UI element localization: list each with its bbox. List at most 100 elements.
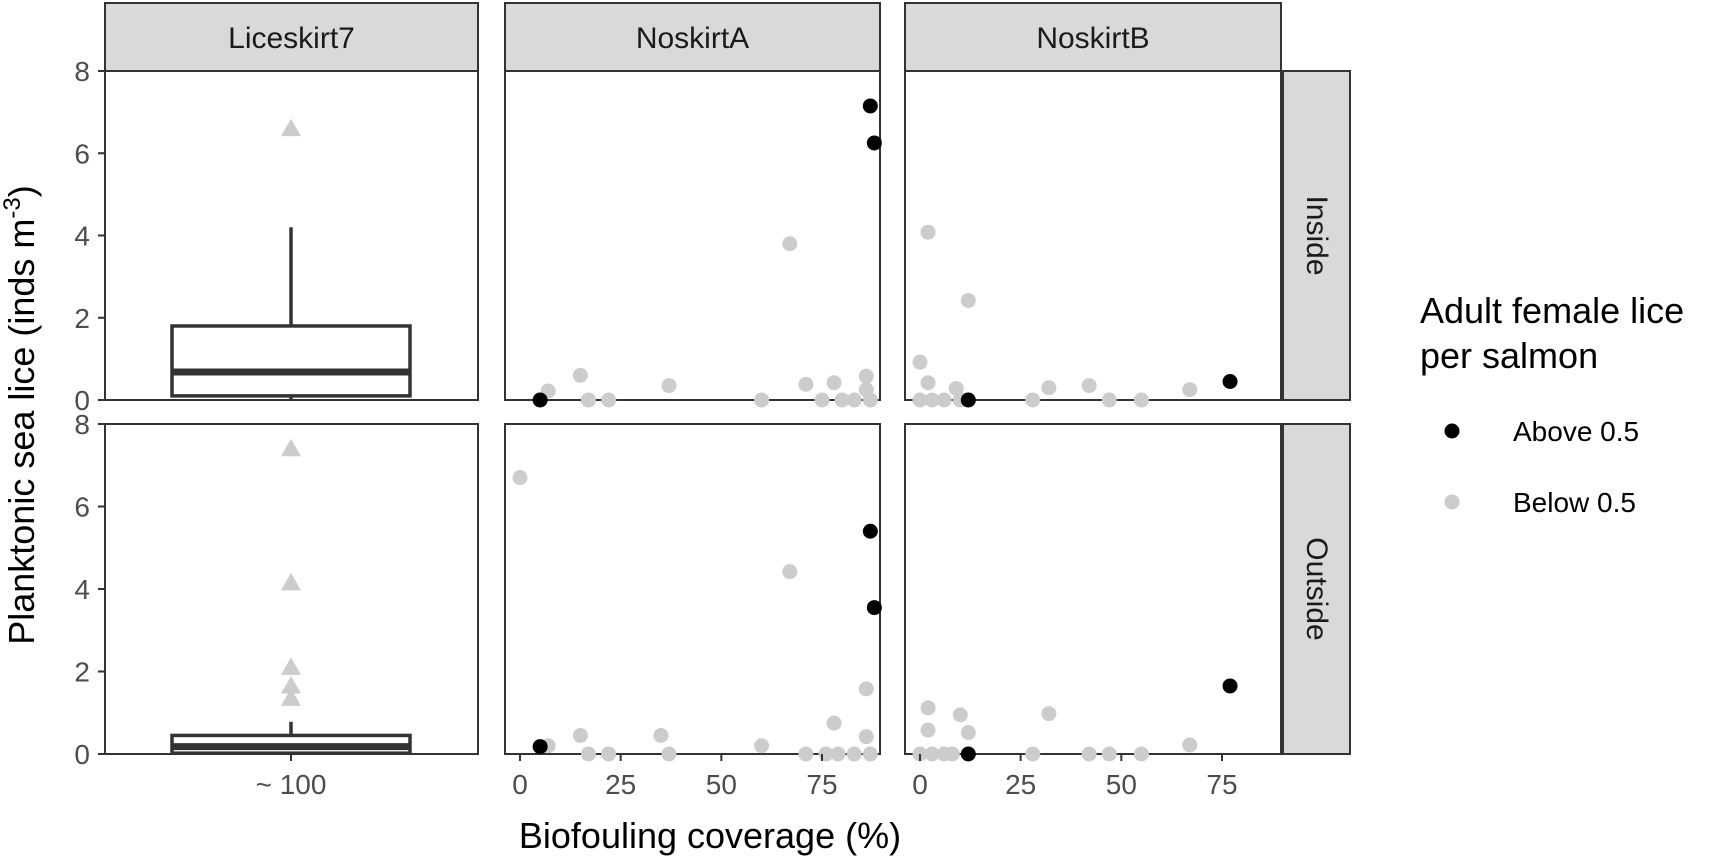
strip-NoskirtB (904, 2, 1282, 72)
box-outlier (281, 675, 301, 694)
point-below (912, 354, 928, 370)
point-below (862, 746, 878, 762)
strip-label-Outside: Outside (1300, 537, 1333, 640)
legend-label-below: Below 0.5 (1513, 487, 1636, 518)
point-below (858, 368, 874, 384)
point-below (862, 392, 878, 408)
point-below (912, 392, 928, 408)
point-below (512, 470, 528, 486)
point-below (572, 727, 588, 743)
y-tick-label: 2 (74, 657, 90, 688)
point-below (1182, 382, 1198, 398)
point-above (1222, 678, 1238, 694)
point-below (782, 236, 798, 252)
point-above (862, 98, 878, 114)
strip-label-NoskirtA: NoskirtA (636, 22, 749, 55)
point-below (826, 375, 842, 391)
box-iqr (170, 324, 412, 398)
point-below (1081, 378, 1097, 394)
strip-Outside (1282, 423, 1351, 755)
point-above (1222, 373, 1238, 389)
panel-frame (504, 423, 881, 755)
point-above (866, 135, 882, 151)
point-below (601, 746, 617, 762)
point-below (924, 392, 940, 408)
legend-key-below (1444, 494, 1460, 510)
y-tick-label: 8 (74, 56, 90, 87)
x-axis: ~ 100 0 25 50 75 0 25 50 75 (256, 754, 1238, 800)
y-axis-title-main: Planktonic sea lice (inds m (1, 219, 42, 645)
point-below (1041, 706, 1057, 722)
point-below (580, 392, 596, 408)
point-below (858, 729, 874, 745)
y-axis-title-superscript: -3 (0, 197, 26, 218)
y-tick-label: 0 (74, 385, 90, 416)
panel-NoskirtB-Outside (904, 423, 1282, 762)
box-outlier (281, 657, 301, 675)
box-outlier (281, 118, 301, 137)
legend-key-above (1444, 423, 1460, 439)
point-above (532, 739, 548, 755)
y-tick-label: 4 (74, 221, 90, 252)
point-below (1101, 392, 1117, 408)
y-tick-label: 6 (74, 138, 90, 169)
point-below (960, 292, 976, 308)
panel-frame (904, 70, 1282, 401)
legend: Adult female lice per salmon Above 0.5 B… (1420, 290, 1684, 518)
y-tick-label: 2 (74, 303, 90, 334)
point-below (936, 392, 952, 408)
panel-NoskirtA-Outside (504, 423, 882, 762)
point-below (1133, 746, 1149, 762)
point-below (601, 392, 617, 408)
point-below (826, 715, 842, 731)
y-axis-title: Planktonic sea lice (inds m-3) (0, 185, 42, 645)
point-below (1025, 392, 1041, 408)
legend-title-line2: per salmon (1420, 335, 1598, 376)
x-axis-title: Biofouling coverage (%) (519, 815, 901, 856)
panel-Liceskirt7-Outside (104, 423, 479, 755)
y-tick-label: 6 (74, 492, 90, 523)
point-below (1081, 746, 1097, 762)
facet-panels (104, 70, 1282, 762)
box-outlier (281, 438, 301, 457)
legend-title-line1: Adult female lice (1420, 290, 1684, 331)
point-below (1182, 737, 1198, 753)
point-above (532, 392, 548, 408)
point-below (920, 224, 936, 240)
point-above (866, 600, 882, 616)
point-below (814, 392, 830, 408)
panel-NoskirtA-Inside (504, 70, 882, 408)
point-below (653, 727, 669, 743)
strip-label-Liceskirt7: Liceskirt7 (228, 22, 355, 55)
point-below (1101, 746, 1117, 762)
point-below (920, 700, 936, 716)
strip-Inside (1282, 70, 1351, 401)
point-above (960, 746, 976, 762)
x-tick-label: 50 (706, 769, 737, 800)
panel-frame (504, 70, 881, 401)
x-tick-label: 0 (912, 769, 928, 800)
y-tick-label: 4 (74, 574, 90, 605)
point-below (924, 746, 940, 762)
point-below (754, 738, 770, 754)
point-below (1133, 392, 1149, 408)
box-outlier (281, 572, 301, 591)
panel-Liceskirt7-Inside (104, 70, 479, 401)
strip-label-NoskirtB: NoskirtB (1036, 22, 1149, 55)
point-below (858, 681, 874, 697)
point-below (920, 722, 936, 738)
point-below (846, 392, 862, 408)
point-below (834, 392, 850, 408)
point-below (798, 376, 814, 392)
y-axis-title-end: ) (1, 185, 42, 197)
point-below (782, 564, 798, 580)
x-tick-label: 50 (1106, 769, 1137, 800)
x-tick-label: 0 (512, 769, 528, 800)
point-below (1025, 746, 1041, 762)
strip-Liceskirt7 (104, 2, 479, 72)
x-tick-label-liceskirt: ~ 100 (256, 769, 327, 800)
point-below (948, 380, 964, 396)
point-below (846, 746, 862, 762)
